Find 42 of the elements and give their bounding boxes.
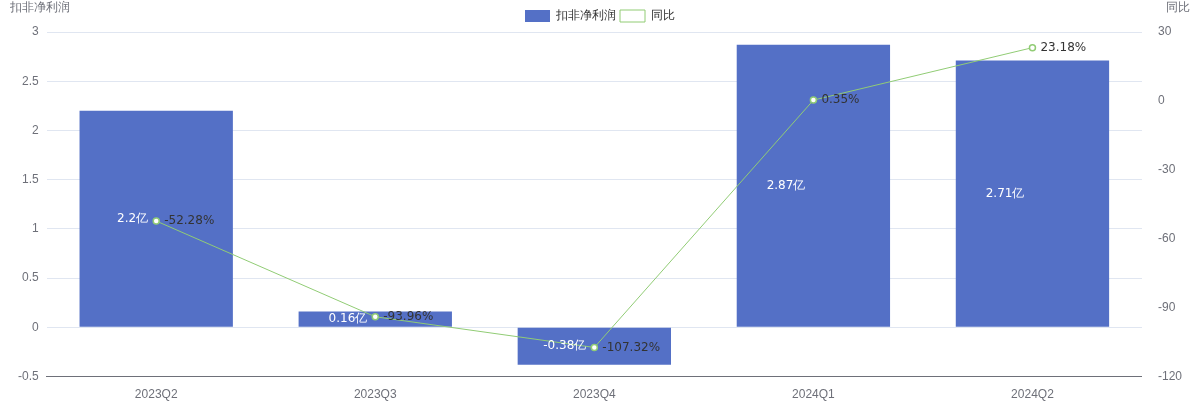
data-label: 2.87亿: [766, 177, 806, 192]
y2-tick-label: -120: [1157, 368, 1183, 383]
y2-tick-label: -90: [1157, 299, 1176, 314]
point: [590, 343, 599, 352]
data-label: 23.18%: [1040, 39, 1087, 54]
x-tick-label: 2024Q2: [1011, 387, 1055, 402]
x-tick-label: 2023Q3: [353, 387, 397, 402]
y2-tick-label: -60: [1157, 231, 1176, 246]
bar: [517, 327, 671, 365]
point: [1028, 43, 1037, 52]
y-tick-label: 0: [31, 319, 39, 334]
point: [371, 313, 380, 321]
legend-label: 同比: [651, 8, 675, 23]
bar: [79, 110, 233, 327]
data-label: 2.2亿: [117, 210, 149, 225]
y-tick-label: 3: [31, 24, 39, 39]
y-tick-label: 2: [31, 122, 39, 137]
data-label: 0.16亿: [328, 311, 368, 326]
data-label: -0.38亿: [543, 338, 587, 353]
y2-tick-label: -30: [1157, 162, 1176, 177]
x-tick-label: 2024Q1: [792, 387, 836, 402]
y2-tick-label: 0: [1157, 93, 1165, 108]
data-label: 0.35%: [821, 92, 860, 107]
x-tick-label: 2023Q4: [572, 387, 617, 402]
x-tick-label: 2023Q2: [134, 387, 178, 402]
y-tick-label: 1.5: [21, 172, 39, 186]
point: [152, 217, 160, 225]
y-tick-label: -0.5: [17, 368, 39, 383]
y-tick-label: 2.5: [21, 73, 39, 88]
point: [809, 96, 818, 104]
data-label: -107.32%: [602, 339, 661, 354]
y-tick-label: 0.5: [21, 270, 39, 285]
data-label: -93.96%: [383, 308, 434, 323]
data-label: 2.71亿: [985, 185, 1025, 200]
data-label: -52.28%: [164, 213, 215, 228]
legend-label: 扣非净利润: [555, 8, 616, 23]
y-axis-title: 扣非净利润: [9, 0, 70, 15]
y2-axis-title: 同比: [1166, 0, 1190, 15]
bar: [736, 44, 891, 327]
bar: [955, 60, 1110, 327]
y2-tick-label: 30: [1157, 24, 1172, 39]
y-tick-label: 1: [31, 221, 39, 236]
